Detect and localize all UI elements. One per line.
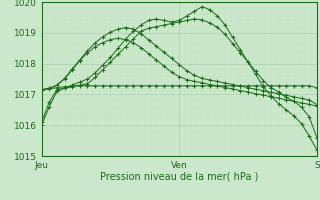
X-axis label: Pression niveau de la mer( hPa ): Pression niveau de la mer( hPa )	[100, 171, 258, 181]
